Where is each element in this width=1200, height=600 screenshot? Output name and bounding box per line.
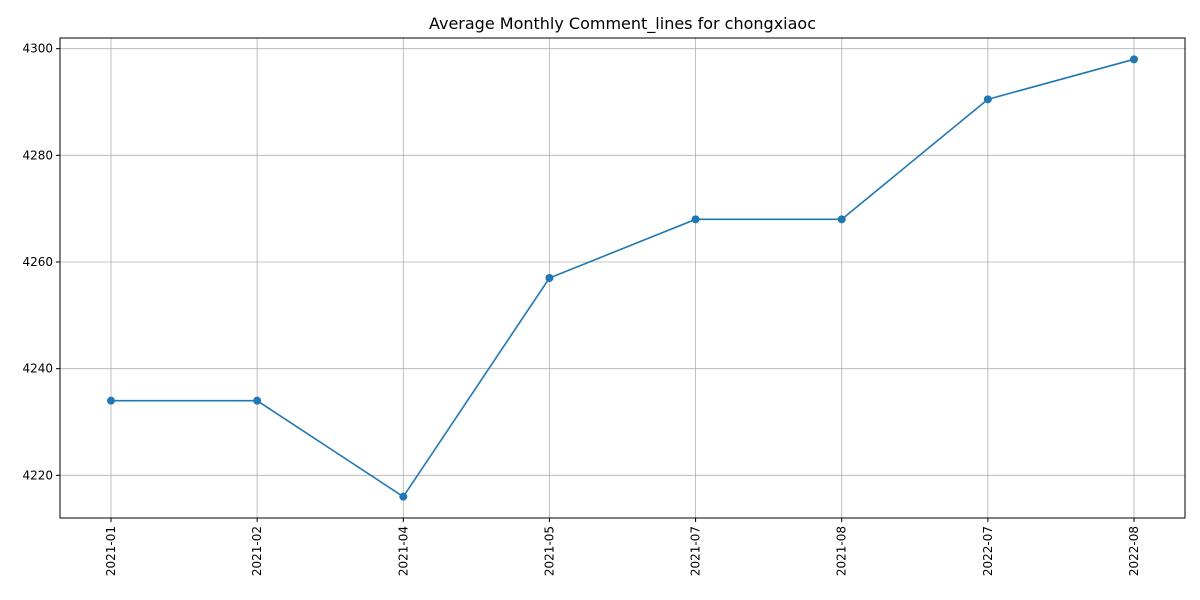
x-tick-label: 2021-07 <box>689 526 703 576</box>
x-tick-label: 2022-07 <box>981 526 995 576</box>
y-tick-label: 4280 <box>22 148 53 162</box>
x-tick-label: 2021-02 <box>250 526 264 576</box>
ticks-layer: 2021-01 2021-02 2021-04 2021-05 2021-07 2021-… <box>22 42 1141 576</box>
data-point <box>837 215 846 224</box>
y-tick-label: 4300 <box>22 42 53 56</box>
series-line <box>111 58 1135 498</box>
data-point <box>691 215 700 224</box>
y-tick-label: 4260 <box>22 255 53 269</box>
x-tick-label: 2021-01 <box>104 526 118 576</box>
data-point <box>399 492 408 501</box>
x-tick-label: 2021-05 <box>542 526 556 576</box>
x-tick-label: 2021-08 <box>835 526 849 576</box>
data-point <box>253 396 262 405</box>
data-point <box>983 95 992 104</box>
x-tick-label: 2021-04 <box>396 526 410 576</box>
y-tick-label: 4240 <box>22 362 53 376</box>
plot-area-frame <box>59 37 1186 519</box>
data-point <box>1130 55 1138 64</box>
y-tick-label: 4220 <box>22 468 53 482</box>
grid-layer <box>60 38 1185 518</box>
series-layer <box>107 55 1138 501</box>
x-tick-label: 2022-08 <box>1127 526 1141 576</box>
chart-title: Average Monthly Comment_lines for chongx… <box>429 14 816 34</box>
data-point <box>107 396 115 405</box>
data-point <box>545 274 554 282</box>
